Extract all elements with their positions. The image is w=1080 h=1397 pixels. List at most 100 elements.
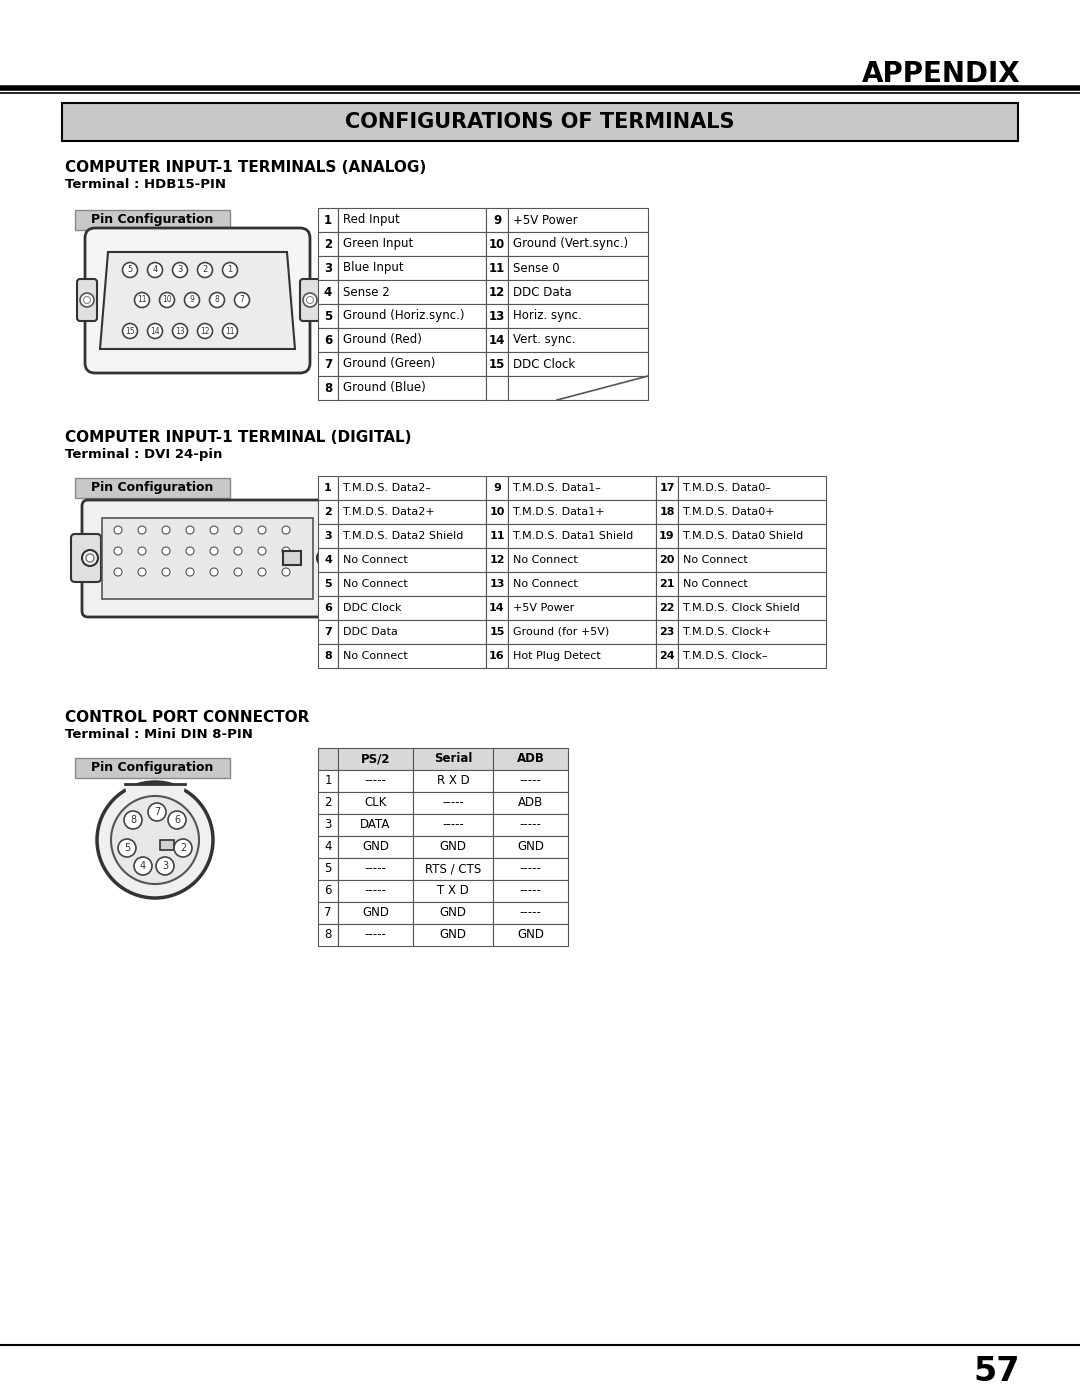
Text: 6: 6 [324, 884, 332, 897]
Bar [508, 208, 648, 232]
Circle shape [82, 550, 98, 566]
Circle shape [234, 292, 249, 307]
Bar [318, 770, 338, 792]
Text: 6: 6 [324, 334, 333, 346]
Text: Sense 0: Sense 0 [513, 261, 559, 274]
Text: 8: 8 [324, 929, 332, 942]
Bar [338, 208, 486, 232]
Text: 22: 22 [659, 604, 675, 613]
Bar [338, 835, 413, 858]
Bar [413, 902, 492, 923]
Circle shape [162, 569, 170, 576]
Text: 15: 15 [489, 358, 505, 370]
Text: No Connect: No Connect [343, 555, 408, 564]
Text: 12: 12 [489, 555, 504, 564]
Bar [486, 644, 508, 668]
Text: 21: 21 [659, 578, 675, 590]
Text: +5V Power: +5V Power [513, 214, 578, 226]
Bar [678, 500, 826, 524]
Text: T.M.D.S. Data2–: T.M.D.S. Data2– [343, 483, 431, 493]
Polygon shape [100, 251, 295, 349]
Text: 7: 7 [153, 807, 160, 817]
Circle shape [148, 263, 162, 278]
Bar [338, 352, 486, 376]
Text: 3: 3 [324, 531, 332, 541]
Text: 6: 6 [324, 604, 332, 613]
Bar [318, 571, 338, 597]
Text: -----: ----- [519, 884, 541, 897]
Bar [486, 571, 508, 597]
Text: 14: 14 [150, 327, 160, 335]
Text: -----: ----- [519, 862, 541, 876]
Text: 5: 5 [324, 578, 332, 590]
Circle shape [114, 569, 122, 576]
Circle shape [234, 527, 242, 534]
Text: No Connect: No Connect [343, 578, 408, 590]
Bar [656, 620, 678, 644]
Bar [318, 858, 338, 880]
Bar [338, 747, 413, 770]
Text: T.M.D.S. Data2 Shield: T.M.D.S. Data2 Shield [343, 531, 463, 541]
Bar [318, 548, 338, 571]
Bar [678, 571, 826, 597]
Bar [318, 923, 338, 946]
Bar [338, 279, 486, 305]
Text: No Connect: No Connect [683, 555, 747, 564]
Text: Terminal : Mini DIN 8-PIN: Terminal : Mini DIN 8-PIN [65, 728, 253, 740]
Bar [486, 256, 508, 279]
Text: -----: ----- [442, 819, 464, 831]
Bar [492, 923, 568, 946]
Text: T.M.D.S. Clock Shield: T.M.D.S. Clock Shield [683, 604, 800, 613]
Bar [102, 518, 313, 599]
Text: Ground (Horiz.sync.): Ground (Horiz.sync.) [343, 310, 464, 323]
Circle shape [114, 527, 122, 534]
Circle shape [86, 555, 94, 562]
Bar [486, 305, 508, 328]
Text: T.M.D.S. Data1–: T.M.D.S. Data1– [513, 483, 600, 493]
Text: RTS / CTS: RTS / CTS [424, 862, 481, 876]
Bar [492, 880, 568, 902]
Circle shape [135, 292, 149, 307]
Bar [318, 208, 338, 232]
Text: T.M.D.S. Clock–: T.M.D.S. Clock– [683, 651, 768, 661]
Text: GND: GND [362, 907, 389, 919]
Text: Ground (Green): Ground (Green) [343, 358, 435, 370]
Bar [318, 279, 338, 305]
Bar [508, 328, 648, 352]
Text: 4: 4 [324, 285, 333, 299]
Text: No Connect: No Connect [513, 578, 578, 590]
Text: 15: 15 [125, 327, 135, 335]
Circle shape [138, 569, 146, 576]
Text: 5: 5 [124, 842, 130, 854]
Text: Blue Input: Blue Input [343, 261, 404, 274]
Circle shape [122, 263, 137, 278]
Bar [413, 792, 492, 814]
Text: T.M.D.S. Data1+: T.M.D.S. Data1+ [513, 507, 605, 517]
Circle shape [80, 293, 94, 307]
Text: 10: 10 [162, 296, 172, 305]
Circle shape [222, 324, 238, 338]
Text: Ground (Vert.sync.): Ground (Vert.sync.) [513, 237, 629, 250]
Bar [486, 548, 508, 571]
Text: 2: 2 [202, 265, 207, 274]
FancyBboxPatch shape [71, 534, 102, 583]
Bar [318, 376, 338, 400]
Bar [656, 571, 678, 597]
Text: 3: 3 [324, 819, 332, 831]
Bar [508, 644, 656, 668]
Text: CONTROL PORT CONNECTOR: CONTROL PORT CONNECTOR [65, 710, 309, 725]
Circle shape [258, 548, 266, 555]
Text: 17: 17 [659, 483, 675, 493]
Circle shape [321, 555, 329, 562]
Text: 14: 14 [489, 334, 505, 346]
Text: 2: 2 [324, 507, 332, 517]
Bar [492, 747, 568, 770]
Bar [678, 524, 826, 548]
Text: T.M.D.S. Data0 Shield: T.M.D.S. Data0 Shield [683, 531, 804, 541]
Text: CONFIGURATIONS OF TERMINALS: CONFIGURATIONS OF TERMINALS [346, 112, 734, 131]
Bar [318, 524, 338, 548]
Text: 7: 7 [324, 627, 332, 637]
Bar [413, 923, 492, 946]
Text: Pin Configuration: Pin Configuration [92, 761, 214, 774]
FancyBboxPatch shape [77, 279, 97, 321]
